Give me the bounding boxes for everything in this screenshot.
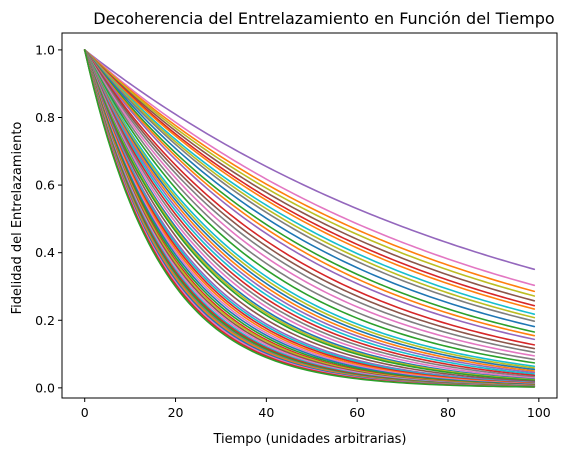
series-line-26 <box>83 49 536 375</box>
series-line-9 <box>83 49 536 319</box>
series-line-21 <box>83 49 536 368</box>
series-line-24 <box>83 49 536 372</box>
series-line-22 <box>83 49 536 369</box>
x-tick-label: 60 <box>349 405 365 420</box>
series-line-13 <box>83 49 536 337</box>
y-axis-label: Fidelidad del Entrelazamiento <box>10 122 25 315</box>
y-axis-ticks: 0.0 0.2 0.4 0.6 0.8 1.0 <box>35 42 62 395</box>
series-line-23 <box>83 49 536 371</box>
series-line-19 <box>83 49 536 361</box>
series-line-27 <box>83 49 536 377</box>
series-line-29 <box>83 49 536 379</box>
y-tick-label: 0.6 <box>35 178 55 193</box>
series-line-30 <box>83 49 536 381</box>
series-line-17 <box>83 49 536 354</box>
x-tick-label: 20 <box>168 405 184 420</box>
y-tick-label: 0.0 <box>35 380 55 395</box>
series-line-5 <box>83 49 536 302</box>
series-line-15 <box>83 49 536 346</box>
series-line-31 <box>83 49 536 381</box>
series-line-10 <box>83 49 536 322</box>
x-axis-ticks: 0 20 40 60 80 100 <box>81 398 551 420</box>
series-line-12 <box>83 49 536 333</box>
series-line-16 <box>83 49 536 350</box>
series-line-1 <box>83 49 536 271</box>
series-line-6 <box>83 49 536 307</box>
series-lines <box>83 49 536 388</box>
y-tick-label: 0.8 <box>35 110 55 125</box>
series-line-20 <box>83 49 536 364</box>
series-line-2 <box>83 49 536 287</box>
x-tick-label: 100 <box>527 405 551 420</box>
series-line-8 <box>83 49 536 315</box>
series-line-18 <box>83 49 536 357</box>
series-line-25 <box>83 49 536 374</box>
y-tick-label: 0.4 <box>35 245 55 260</box>
plot-frame <box>61 32 558 399</box>
series-line-32 <box>83 49 536 382</box>
x-tick-label: 0 <box>81 405 89 420</box>
x-axis-label: Tiempo (unidades arbitrarias) <box>212 432 406 447</box>
x-tick-label: 80 <box>440 405 456 420</box>
series-line-33 <box>83 49 536 383</box>
series-line-11 <box>83 49 536 328</box>
y-tick-label: 1.0 <box>35 42 55 57</box>
chart-title: Decoherencia del Entrelazamiento en Func… <box>93 9 554 28</box>
series-line-28 <box>83 49 536 378</box>
series-line-3 <box>83 49 536 293</box>
series-line-53 <box>83 49 536 388</box>
series-line-7 <box>83 49 536 310</box>
y-tick-label: 0.2 <box>35 313 55 328</box>
series-line-14 <box>83 49 536 341</box>
series-line-4 <box>83 49 536 297</box>
x-tick-label: 40 <box>258 405 274 420</box>
